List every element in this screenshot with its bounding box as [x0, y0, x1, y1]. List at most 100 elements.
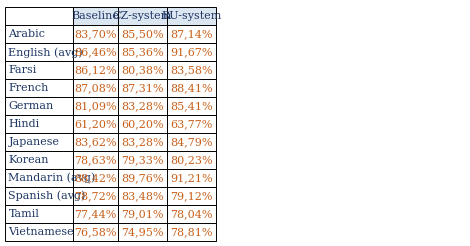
- Text: 83,58%: 83,58%: [170, 65, 213, 75]
- Text: 79,33%: 79,33%: [121, 155, 164, 165]
- Bar: [118, 79, 167, 97]
- Text: 83,28%: 83,28%: [121, 101, 164, 111]
- Bar: [73, 133, 118, 151]
- Text: 91,21%: 91,21%: [170, 173, 213, 183]
- Bar: [118, 187, 167, 205]
- Bar: [5, 151, 73, 169]
- Text: Tamil: Tamil: [8, 209, 39, 219]
- Bar: [5, 25, 73, 43]
- Bar: [5, 187, 73, 205]
- Bar: [5, 97, 73, 115]
- Text: 74,95%: 74,95%: [121, 227, 164, 237]
- Text: Spanish (avg): Spanish (avg): [8, 191, 86, 201]
- Bar: [73, 61, 118, 79]
- Text: 83,48%: 83,48%: [121, 191, 164, 201]
- Bar: [73, 7, 118, 25]
- Bar: [73, 43, 118, 61]
- Text: 80,38%: 80,38%: [121, 65, 164, 75]
- Bar: [5, 133, 73, 151]
- Text: Hindi: Hindi: [8, 119, 39, 129]
- Text: 79,01%: 79,01%: [121, 209, 164, 219]
- Text: 86,12%: 86,12%: [74, 65, 117, 75]
- Bar: [167, 43, 216, 61]
- Bar: [167, 133, 216, 151]
- Bar: [73, 115, 118, 133]
- Text: 80,23%: 80,23%: [170, 155, 213, 165]
- Bar: [167, 61, 216, 79]
- Bar: [167, 169, 216, 187]
- Bar: [73, 97, 118, 115]
- Bar: [73, 25, 118, 43]
- Text: 84,79%: 84,79%: [170, 137, 213, 147]
- Bar: [167, 223, 216, 241]
- Text: Korean: Korean: [8, 155, 49, 165]
- Text: 88,41%: 88,41%: [170, 83, 213, 93]
- Text: 77,44%: 77,44%: [74, 209, 117, 219]
- Bar: [167, 97, 216, 115]
- Text: 87,31%: 87,31%: [121, 83, 164, 93]
- Text: 78,63%: 78,63%: [74, 155, 117, 165]
- Bar: [5, 205, 73, 223]
- Bar: [118, 169, 167, 187]
- Bar: [118, 7, 167, 25]
- Text: 88,42%: 88,42%: [74, 173, 117, 183]
- Text: Japanese: Japanese: [8, 137, 60, 147]
- Bar: [73, 169, 118, 187]
- Text: 85,50%: 85,50%: [121, 29, 164, 39]
- Text: Baseline: Baseline: [71, 11, 119, 21]
- Bar: [73, 151, 118, 169]
- Text: 85,41%: 85,41%: [170, 101, 213, 111]
- Bar: [167, 79, 216, 97]
- Text: English (avg): English (avg): [8, 47, 83, 58]
- Bar: [73, 223, 118, 241]
- Bar: [5, 61, 73, 79]
- Text: 83,62%: 83,62%: [74, 137, 117, 147]
- Bar: [5, 223, 73, 241]
- Text: German: German: [8, 101, 54, 111]
- Text: 87,14%: 87,14%: [170, 29, 213, 39]
- Bar: [167, 187, 216, 205]
- Bar: [167, 115, 216, 133]
- Bar: [5, 79, 73, 97]
- Text: Mandarin (avg): Mandarin (avg): [8, 173, 96, 183]
- Text: 78,81%: 78,81%: [170, 227, 213, 237]
- Bar: [5, 169, 73, 187]
- Text: 61,20%: 61,20%: [74, 119, 117, 129]
- Text: Arabic: Arabic: [8, 29, 46, 39]
- Text: French: French: [8, 83, 49, 93]
- Text: 76,58%: 76,58%: [74, 227, 117, 237]
- Text: 78,04%: 78,04%: [170, 209, 213, 219]
- Bar: [167, 205, 216, 223]
- Text: CZ-system: CZ-system: [112, 11, 172, 21]
- Text: 83,70%: 83,70%: [74, 29, 117, 39]
- Text: 87,08%: 87,08%: [74, 83, 117, 93]
- Bar: [118, 115, 167, 133]
- Text: Vietnamese: Vietnamese: [8, 227, 74, 237]
- Bar: [5, 43, 73, 61]
- Text: RU-system: RU-system: [161, 11, 222, 21]
- Bar: [118, 25, 167, 43]
- Bar: [73, 79, 118, 97]
- Bar: [118, 43, 167, 61]
- Bar: [5, 7, 73, 25]
- Bar: [118, 223, 167, 241]
- Bar: [118, 61, 167, 79]
- Text: 78,72%: 78,72%: [74, 191, 117, 201]
- Text: 81,09%: 81,09%: [74, 101, 117, 111]
- Text: 85,36%: 85,36%: [121, 47, 164, 57]
- Text: Farsi: Farsi: [8, 65, 37, 75]
- Text: 91,67%: 91,67%: [170, 47, 213, 57]
- Bar: [73, 187, 118, 205]
- Text: 79,12%: 79,12%: [170, 191, 213, 201]
- Text: 83,28%: 83,28%: [121, 137, 164, 147]
- Text: 60,20%: 60,20%: [121, 119, 164, 129]
- Bar: [118, 133, 167, 151]
- Bar: [118, 205, 167, 223]
- Text: 89,76%: 89,76%: [121, 173, 164, 183]
- Bar: [167, 25, 216, 43]
- Bar: [167, 7, 216, 25]
- Text: 86,46%: 86,46%: [74, 47, 117, 57]
- Bar: [167, 151, 216, 169]
- Bar: [118, 151, 167, 169]
- Bar: [5, 115, 73, 133]
